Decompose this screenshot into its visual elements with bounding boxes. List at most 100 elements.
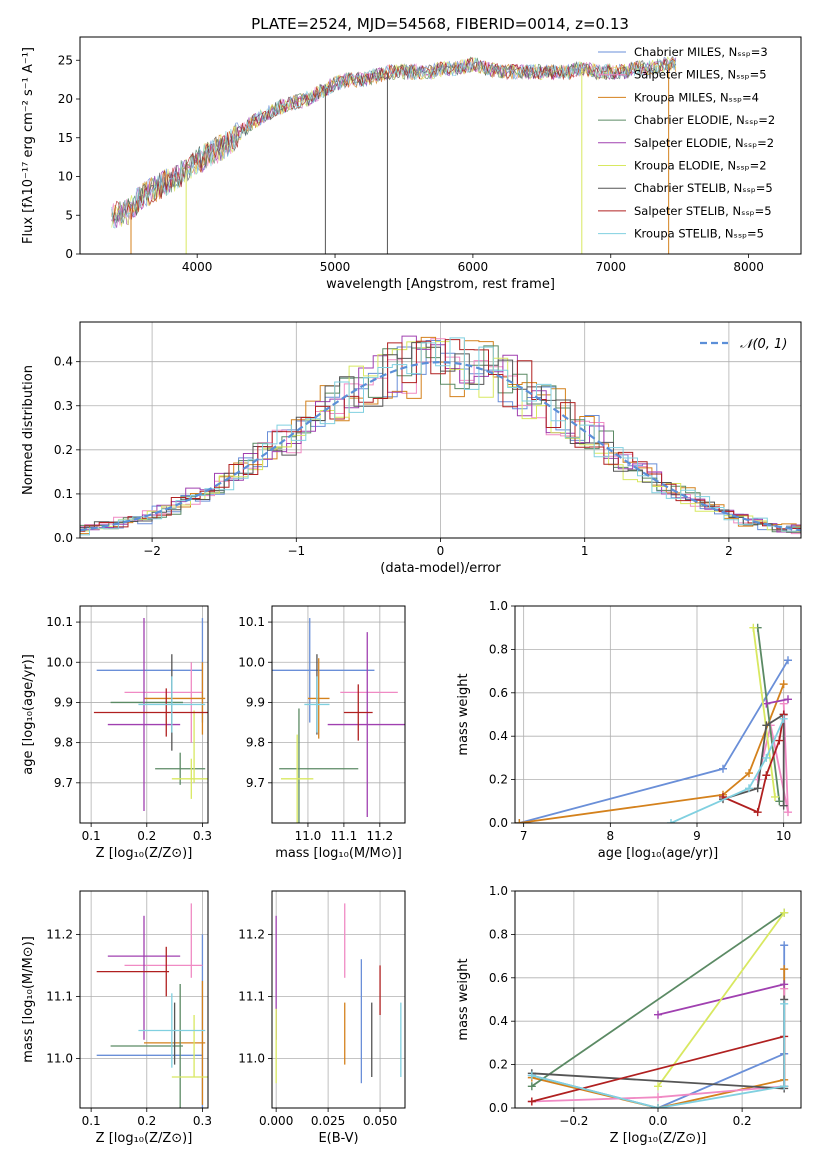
z-massweight-marker [780, 965, 789, 974]
age-massweight-marker [667, 819, 675, 823]
z-massweight-ylabel: mass weight [456, 958, 471, 1040]
spectrum-ytick-label: 5 [65, 208, 73, 222]
z-massweight-ytick-label: 0.4 [489, 1014, 508, 1028]
age-massweight-ytick-label: 0.4 [489, 729, 508, 743]
spectrum-series-5 [111, 57, 677, 228]
age-massweight-marker [719, 764, 727, 773]
mass-age-plot-area [272, 606, 405, 823]
z-massweight-ytick-label: 0.2 [489, 1058, 508, 1072]
z-mass-xtick-label: 0.2 [137, 1114, 156, 1128]
age-massweight-marker [779, 801, 788, 810]
z-age-ytick-label: 10.0 [46, 655, 73, 669]
age-massweight-marker [749, 623, 758, 632]
z-massweight-xtick-label: 0.2 [733, 1114, 752, 1128]
z-mass-axes: 0.1 0.2 0.3 11.0 11.1 11.2 Z [log₁₀(Z/Z⊙)] mass… [21, 890, 212, 1146]
legend-label: Salpeter ELODIE, Nₛₛₚ=2 [634, 136, 774, 150]
age-massweight-ytick-label: 1.0 [489, 599, 508, 613]
z-age-xtick-label: 0.1 [82, 829, 101, 843]
z-mass-ytick-label: 11.2 [46, 927, 73, 941]
ebv-mass-xlabel: E(B-V) [318, 1131, 358, 1146]
legend-label: Chabrier ELODIE, Nₛₛₚ=2 [634, 113, 775, 127]
residual-hist-xtick-label: 1 [581, 544, 589, 558]
z-mass-ytick-label: 11.1 [46, 989, 73, 1003]
ebv-mass-ytick-label: 11.0 [238, 1051, 265, 1065]
mass-age-ytick-label: 9.8 [246, 736, 265, 750]
spectrum-series-2 [111, 58, 677, 228]
age-massweight-xtick-label: 10 [776, 829, 791, 843]
legend-label: Kroupa ELODIE, Nₛₛₚ=2 [634, 159, 767, 173]
z-massweight-marker [654, 1010, 662, 1019]
spectrum-ytick-label: 0 [65, 247, 73, 261]
z-massweight-xlabel: Z [log₁₀(Z/Z⊙)] [610, 1131, 707, 1146]
spectrum-xlabel: wavelength [Angstrom, rest frame] [326, 277, 555, 292]
reference-legend-label: 𝒩(0, 1) [740, 337, 787, 352]
residual-hist-plot-area [80, 322, 801, 538]
mass-age-ytick-label: 9.9 [246, 695, 265, 709]
age-massweight-series-5 [766, 698, 789, 705]
ebv-mass-xtick-label: 0.050 [363, 1114, 397, 1128]
age-massweight-series-2 [519, 683, 785, 823]
z-massweight-marker [654, 1104, 662, 1108]
residual-hist-xtick-label: −1 [287, 544, 305, 558]
age-massweight-ytick-label: 0.2 [489, 773, 508, 787]
age-massweight-marker [775, 736, 784, 745]
spectrum-axes: 4000 5000 6000 7000 8000 0 5 10 15 20 25 wavelength… [21, 36, 802, 292]
z-age-ylabel: age [log₁₀(age/yr)] [21, 654, 36, 775]
z-massweight-marker [780, 941, 789, 950]
ebv-mass-ytick-label: 11.1 [238, 989, 265, 1003]
spectrum-ylabel: Flux [fλ10⁻¹⁷ erg cm⁻² s⁻¹ A⁻¹] [21, 47, 36, 244]
z-age-xtick-label: 0.3 [193, 829, 212, 843]
age-massweight-ytick-label: 0.6 [489, 686, 508, 700]
mass-age-ytick-label: 9.7 [246, 776, 265, 790]
spectrum-ytick-label: 25 [58, 53, 73, 67]
age-massweight-marker [762, 721, 771, 730]
spectrum-series-3 [111, 56, 677, 225]
z-age-xlabel: Z [log₁₀(Z/Z⊙)] [96, 846, 193, 861]
age-massweight-series-9 [670, 718, 785, 823]
residual-hist-frame [79, 321, 802, 539]
residual-hist-axes: −2 −1 0 1 2 0.0 0.1 0.2 0.3 0.4 (data-model)/error… [21, 321, 802, 576]
spectrum-series-1 [111, 55, 677, 227]
z-massweight-ytick-label: 1.0 [489, 884, 508, 898]
mass-age-frame [271, 605, 406, 824]
age-massweight-marker [784, 808, 792, 817]
age-massweight-axes: 7 8 9 10 0.0 0.2 0.4 0.6 0.8 1.0 age [log₁₀(age/yr… [456, 599, 802, 861]
spectrum-series-7 [111, 58, 677, 224]
residual-hist-ytick-label: 0.1 [54, 487, 73, 501]
residual-hist-xtick-label: 2 [725, 544, 733, 558]
residual-hist-xtick-label: −2 [143, 544, 161, 558]
z-massweight-marker [527, 1097, 536, 1106]
mass-age-xtick-label: 11.0 [295, 829, 322, 843]
z-age-frame [79, 605, 209, 824]
z-mass-ytick-label: 11.0 [46, 1051, 73, 1065]
age-massweight-ytick-label: 0.0 [489, 816, 508, 830]
residual-hist-ytick-label: 0.0 [54, 531, 73, 545]
age-massweight-marker [515, 819, 524, 823]
z-massweight-marker [527, 1071, 536, 1080]
age-massweight-xtick-label: 7 [520, 829, 528, 843]
mass-age-axes: 11.0 11.1 11.2 9.7 9.8 9.9 10.0 10.1 mass [log₁₀… [238, 605, 406, 861]
histogram-series-2 [80, 338, 801, 535]
z-mass-xtick-label: 0.1 [82, 1114, 101, 1128]
z-massweight-series-9 [531, 1003, 786, 1108]
age-massweight-xtick-label: 9 [693, 829, 701, 843]
z-massweight-series-6 [657, 912, 785, 1087]
normal-reference-curve [80, 360, 801, 532]
z-massweight-marker [780, 980, 789, 989]
legend-label: Chabrier MILES, Nₛₛₚ=3 [634, 45, 768, 59]
figure-title: PLATE=2524, MJD=54568, FIBERID=0014, z=0… [251, 15, 629, 33]
z-mass-frame [79, 890, 209, 1109]
z-massweight-marker [780, 1082, 789, 1091]
z-mass-ylabel: mass [log₁₀(M/M⊙)] [21, 936, 36, 1063]
spectrum-series-9 [111, 57, 677, 229]
spectrum-xtick-label: 6000 [458, 260, 489, 274]
age-massweight-marker [784, 656, 792, 665]
spectrum-xtick-label: 8000 [733, 260, 764, 274]
age-massweight-marker [779, 714, 788, 723]
z-age-axes: 0.1 0.2 0.3 9.7 9.8 9.9 10.0 10.1 Z [log₁₀(Z/Z⊙)… [21, 605, 212, 861]
age-massweight-ytick-label: 0.8 [489, 642, 508, 656]
z-massweight-plot-area [515, 891, 801, 1108]
residual-hist-ylabel: Normed distribution [21, 365, 36, 495]
histogram-series-9 [80, 337, 801, 536]
